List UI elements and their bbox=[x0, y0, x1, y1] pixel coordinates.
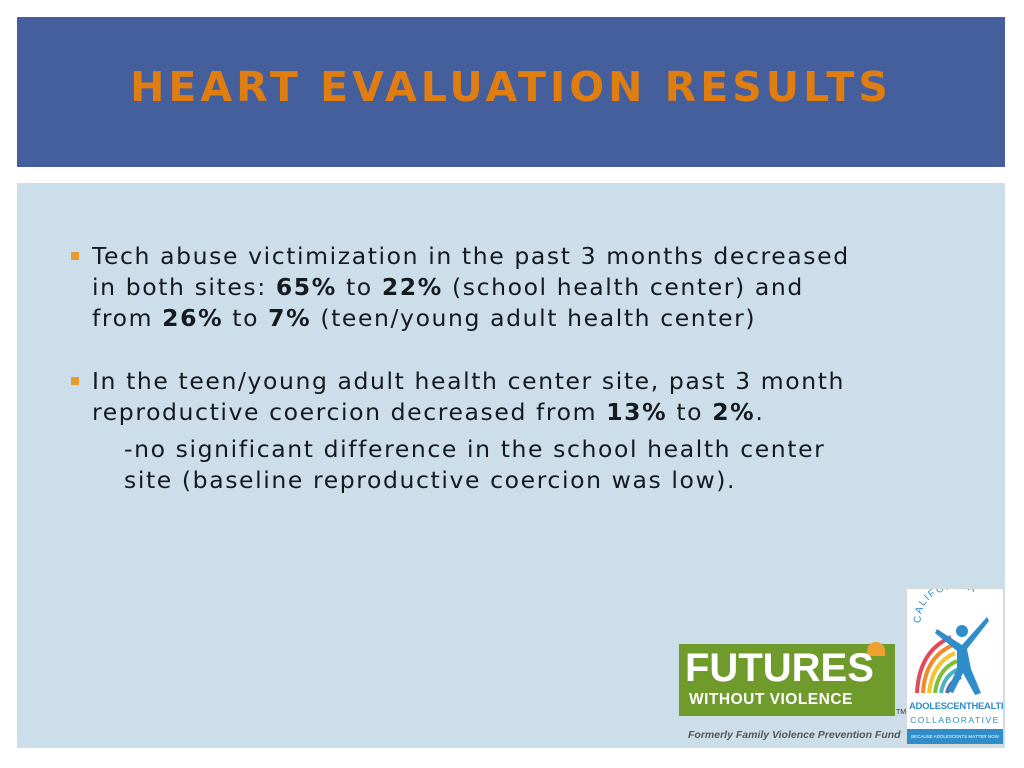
futures-logo-box: FUTURES WITHOUT VIOLENCE bbox=[679, 642, 895, 716]
sub-note: -no significant difference in the school… bbox=[124, 435, 826, 494]
futures-logo-word: FUTURES bbox=[685, 646, 874, 690]
bullet-tech-abuse: Tech abuse victimization in the past 3 m… bbox=[67, 241, 867, 334]
bullet-text: In the teen/young adult health center si… bbox=[92, 367, 846, 426]
ahc-tagline: BECAUSE ADOLESCENTS MATTER NOW bbox=[907, 729, 1003, 744]
bullet-marker-icon bbox=[71, 252, 79, 260]
slide-header: HEART EVALUATION RESULTS bbox=[17, 17, 1005, 167]
bullet-marker-icon bbox=[71, 377, 79, 385]
sun-icon bbox=[867, 642, 885, 656]
ahc-california-text: CALIFORNIA bbox=[913, 589, 978, 623]
futures-without-violence-logo: FUTURES WITHOUT VIOLENCE TM Formerly Fam… bbox=[678, 640, 910, 748]
futures-logo-subtitle: WITHOUT VIOLENCE bbox=[689, 691, 853, 708]
bullet-text: Tech abuse victimization in the past 3 m… bbox=[92, 242, 850, 332]
slide-title: HEART EVALUATION RESULTS bbox=[130, 63, 892, 111]
slide-content: Tech abuse victimization in the past 3 m… bbox=[17, 183, 1005, 748]
bullet-reproductive-coercion: In the teen/young adult health center si… bbox=[67, 366, 867, 428]
ahc-name: ADOLESCENTHEALTH bbox=[909, 701, 1004, 712]
ahc-collaborative: COLLABORATIVE bbox=[910, 715, 1000, 725]
futures-formerly-text: Formerly Family Violence Prevention Fund bbox=[688, 729, 901, 741]
trademark-mark: TM bbox=[896, 709, 907, 716]
ahc-emblem-icon: CALIFORNIA bbox=[913, 589, 989, 695]
bullet-list: Tech abuse victimization in the past 3 m… bbox=[67, 241, 867, 496]
adolescent-health-collaborative-logo: CALIFORNIA ADOLESCENTHEALTH COLLABORATIV… bbox=[906, 588, 1004, 745]
